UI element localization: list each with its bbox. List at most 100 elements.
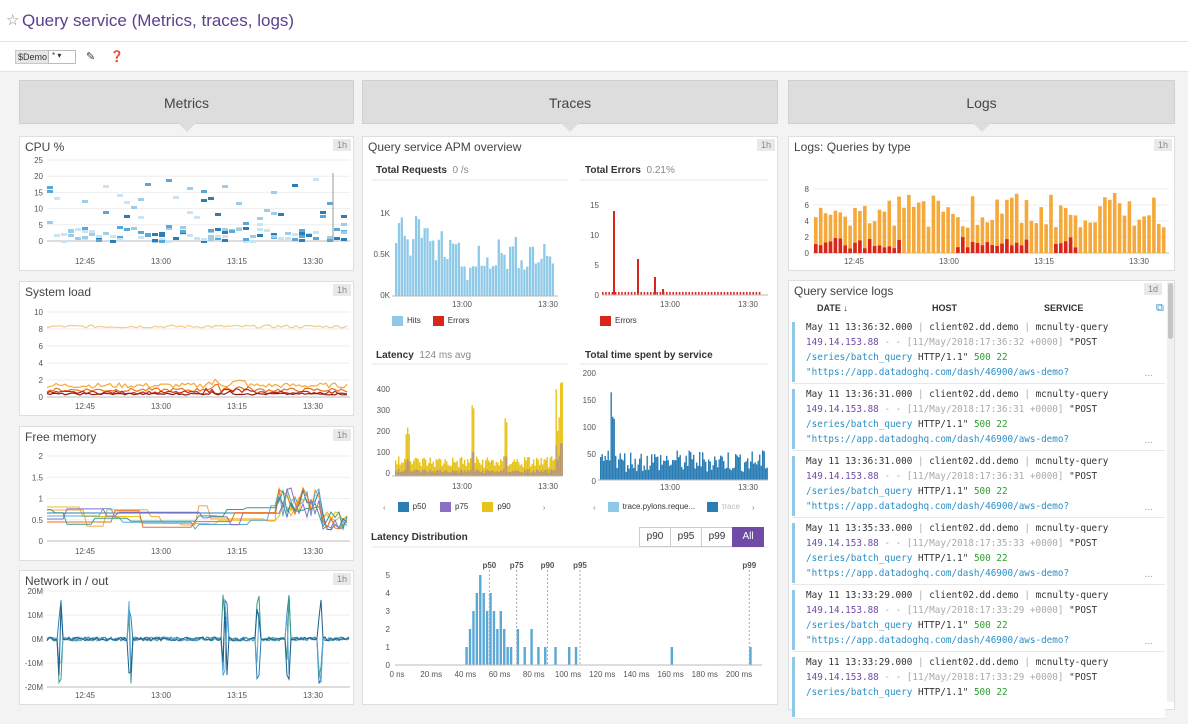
legend-prev-arrow[interactable]: ‹ bbox=[593, 502, 596, 512]
hits-bar bbox=[520, 260, 523, 296]
more-icon[interactable]: ... bbox=[1144, 435, 1153, 446]
heatmap-cell bbox=[75, 228, 81, 231]
p75-area bbox=[464, 470, 466, 476]
template-variable-select[interactable]: * ▾ bbox=[48, 50, 76, 64]
p75-area bbox=[398, 469, 400, 476]
log-host: client02.dd.demo bbox=[929, 590, 1019, 601]
log-referrer[interactable]: "https://app.datadoghq.com/dash/46900/aw… bbox=[806, 501, 1070, 512]
logs-scrollbar[interactable] bbox=[1167, 282, 1174, 702]
time-badge: 1h bbox=[332, 139, 351, 151]
heatmap-cell bbox=[306, 234, 312, 237]
cpu-widget[interactable]: CPU % 1h 25 20 15 10 5 0 12:45 13:00 13:15 13:30 bbox=[19, 136, 354, 271]
log-ip: 149.14.153.88 bbox=[806, 538, 879, 549]
p99-button[interactable]: p99 bbox=[701, 527, 733, 547]
time-spent-area bbox=[714, 456, 716, 480]
legend-prev-arrow[interactable]: ‹ bbox=[383, 502, 386, 512]
widget-title: Query service APM overview bbox=[368, 140, 522, 154]
time-spent-area bbox=[636, 470, 638, 480]
legend-item-p90[interactable]: p90 bbox=[482, 502, 511, 512]
legend-next-arrow[interactable]: › bbox=[542, 502, 546, 512]
time-spent-area bbox=[619, 453, 621, 480]
host-column-header[interactable]: HOST bbox=[932, 303, 958, 313]
free-memory-widget[interactable]: Free memory 1h 2 1.5 1 0.5 0 12:45 13:00 13:15 1… bbox=[19, 426, 354, 561]
query-bar bbox=[1014, 193, 1019, 253]
log-entry[interactable]: May 11 13:33:29.000 | client02.dd.demo |… bbox=[792, 655, 1165, 719]
p75-area bbox=[402, 471, 404, 476]
p75-area bbox=[525, 470, 527, 476]
log-entry[interactable]: May 11 13:33:29.000 | client02.dd.demo |… bbox=[792, 588, 1165, 652]
legend-item-trace-pylons[interactable]: trace.pylons.reque... bbox=[607, 502, 695, 512]
log-status-bar bbox=[792, 456, 795, 516]
log-referrer[interactable]: "https://app.datadoghq.com/dash/46900/aw… bbox=[806, 367, 1070, 378]
log-referrer[interactable]: "https://app.datadoghq.com/dash/46900/aw… bbox=[806, 568, 1070, 579]
logs-scrollbar-thumb[interactable] bbox=[1168, 283, 1173, 339]
service-column-header[interactable]: SERVICE bbox=[1044, 303, 1084, 313]
p90-area bbox=[488, 460, 490, 476]
p75-area bbox=[453, 471, 455, 476]
p95-button[interactable]: p95 bbox=[670, 527, 702, 547]
p75-area bbox=[557, 460, 559, 476]
legend-item-trace[interactable]: trace bbox=[707, 502, 740, 512]
heatmap-cell bbox=[215, 213, 221, 216]
date-column-header[interactable]: DATE ↓ bbox=[817, 303, 848, 313]
more-icon[interactable]: ... bbox=[1144, 636, 1153, 647]
legend-item-p75[interactable]: p75 bbox=[440, 502, 468, 512]
header-notch bbox=[972, 123, 991, 132]
log-method: "POST bbox=[1069, 404, 1098, 415]
p75-area bbox=[501, 470, 503, 476]
external-link-icon[interactable]: ⧉ bbox=[1156, 302, 1164, 314]
p90-area bbox=[444, 459, 446, 476]
hits-bar bbox=[440, 231, 443, 296]
system-load-widget[interactable]: System load 1h 10 8 6 4 2 0 12:45 13:00 13:15 13:… bbox=[19, 281, 354, 416]
more-icon[interactable]: ... bbox=[1144, 569, 1153, 580]
p90-area bbox=[437, 460, 439, 476]
queries-by-type-widget[interactable]: Logs: Queries by type 1h 8 6 4 2 0 12:45 13:00… bbox=[788, 136, 1175, 271]
log-date: May 11 13:36:32.000 bbox=[806, 322, 913, 333]
star-icon[interactable]: ☆ bbox=[6, 12, 20, 29]
legend-item-errors[interactable]: Errors bbox=[432, 316, 470, 326]
hits-bar bbox=[414, 216, 418, 296]
network-widget[interactable]: Network in / out 1h 20M 10M 0M -10M -20M 12:4… bbox=[19, 570, 354, 705]
legend-next-arrow[interactable]: › bbox=[751, 502, 755, 512]
p90-area bbox=[434, 466, 436, 476]
hits-bar bbox=[460, 266, 463, 296]
all-button[interactable]: All bbox=[732, 527, 764, 547]
time-spent-area bbox=[739, 454, 741, 480]
heatmap-cell bbox=[166, 179, 172, 182]
y-tick-label: 10M bbox=[27, 611, 43, 620]
query-bar bbox=[1029, 220, 1034, 253]
legend-item-hits[interactable]: Hits bbox=[392, 316, 421, 326]
heatmap-cell bbox=[285, 237, 291, 240]
log-referrer[interactable]: "https://app.datadoghq.com/dash/46900/aw… bbox=[806, 635, 1070, 646]
legend-item-p50[interactable]: p50 bbox=[397, 502, 426, 512]
log-entry[interactable]: May 11 13:36:31.000 | client02.dd.demo |… bbox=[792, 387, 1165, 451]
log-entry[interactable]: May 11 13:36:32.000 | client02.dd.demo |… bbox=[792, 320, 1165, 384]
error-bar bbox=[646, 292, 649, 295]
p75-area bbox=[444, 470, 446, 476]
error-bar bbox=[621, 292, 623, 295]
log-referrer[interactable]: "https://app.datadoghq.com/dash/46900/aw… bbox=[806, 434, 1070, 445]
help-icon[interactable]: ❓ bbox=[110, 51, 124, 63]
log-entry[interactable]: May 11 13:35:33.000 | client02.dd.demo |… bbox=[792, 521, 1165, 585]
title-bar: ☆ Query service (Metrics, traces, logs) bbox=[0, 0, 1188, 42]
p75-area bbox=[551, 469, 553, 476]
pencil-icon[interactable]: ✎ bbox=[86, 51, 96, 63]
log-status-code: 500 bbox=[973, 620, 991, 631]
more-icon[interactable]: ... bbox=[1144, 368, 1153, 379]
p90-area bbox=[525, 460, 527, 476]
query-bar bbox=[951, 213, 955, 253]
percentile-marker-label: p99 bbox=[742, 561, 756, 570]
p75-area bbox=[516, 470, 518, 476]
heatmap-cell bbox=[152, 233, 158, 236]
log-protocol: HTTP/1.1" bbox=[917, 352, 969, 363]
more-icon[interactable]: ... bbox=[1144, 502, 1153, 513]
p90-area bbox=[536, 457, 538, 476]
legend-item-errors[interactable]: Errors bbox=[600, 316, 637, 326]
p90-button[interactable]: p90 bbox=[639, 527, 671, 547]
time-spent-area bbox=[705, 461, 707, 480]
log-entry[interactable]: May 11 13:36:31.000 | client02.dd.demo |… bbox=[792, 454, 1165, 518]
errors-legend: Errors bbox=[600, 316, 637, 326]
time-spent-area bbox=[763, 451, 765, 480]
log-path: /series/batch_query bbox=[806, 620, 913, 631]
apm-overview-widget[interactable]: Query service APM overview 1h bbox=[362, 136, 778, 705]
